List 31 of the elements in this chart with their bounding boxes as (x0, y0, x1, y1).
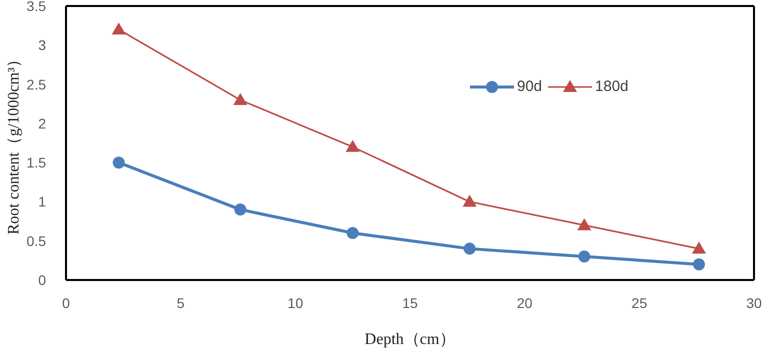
point (346, 227, 359, 240)
point (346, 140, 360, 152)
y-tick-label: 3.5 (26, 0, 46, 14)
point (112, 22, 126, 34)
point (112, 156, 125, 169)
point (464, 242, 476, 255)
y-tick-label: 1.5 (26, 154, 46, 171)
x-tick-label: 0 (62, 294, 70, 311)
legend-label: 90d (517, 78, 542, 95)
point (577, 218, 592, 230)
point (234, 204, 246, 216)
point (692, 242, 706, 254)
x-tick-label: 15 (402, 294, 418, 311)
y-axis-title: Root content（g/1000cm³） (6, 52, 22, 234)
y-tick-label: 0 (38, 272, 46, 288)
point (578, 250, 590, 263)
x-tick-label: 5 (176, 294, 185, 311)
point (462, 194, 477, 207)
x-axis-title: Depth（cm） (364, 331, 456, 348)
point (233, 92, 248, 105)
x-tick-label: 20 (516, 294, 533, 311)
y-tick-label: 2 (38, 115, 46, 132)
y-tick-label: 2.5 (26, 76, 46, 92)
legend-label: 180d (595, 78, 628, 95)
y-tick-label: 0.5 (26, 232, 46, 249)
x-tick-label: 10 (288, 294, 304, 311)
y-tick-label: 3 (38, 37, 46, 54)
x-tick-label: 25 (632, 294, 648, 311)
y-tick-label: 1 (38, 194, 46, 210)
point (692, 258, 705, 270)
x-tick-label: 30 (746, 294, 762, 311)
